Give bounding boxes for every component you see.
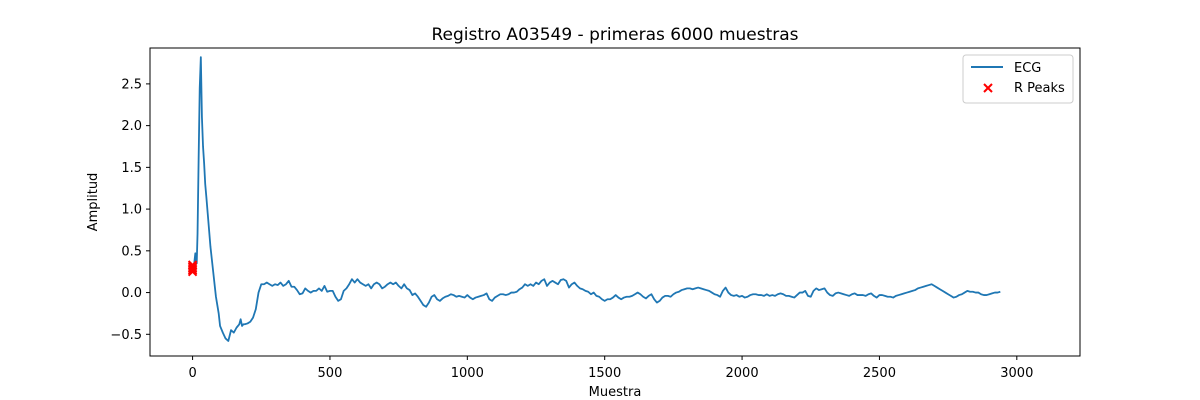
x-axis-label: Muestra [589,385,642,400]
r-peak-marker [187,261,198,272]
r-peak-marker [187,260,198,270]
legend: ECG R Peaks [962,54,1074,104]
y-axis-ticks: −0.5 0.0 0.5 1.0 1.5 2.0 2.5 [110,77,150,343]
x-tick-label: 0 [188,366,196,381]
legend-r-peak-x [983,83,993,93]
y-tick-label: −0.5 [110,328,142,343]
x-tick-label: 3000 [1000,366,1033,381]
ecg-series-line [191,56,1001,342]
y-tick-label: 1.0 [121,203,142,218]
chart-title: Registro A03549 - primeras 6000 muestras [431,25,798,45]
y-tick-label: 0.0 [121,286,142,301]
x-tick-label: 2000 [726,366,759,381]
legend-r-peaks-label: R Peaks [1014,81,1065,96]
y-tick-label: 2.5 [121,77,142,92]
y-axis-label: Amplitud [86,173,101,232]
r-peaks-markers [187,260,198,277]
legend-r-peaks-swatch [983,83,993,93]
plot-frame [149,47,1081,357]
legend-ecg-label: ECG [1014,61,1041,76]
x-axis-ticks: 0 500 1000 1500 2000 2500 3000 [188,356,1033,381]
x-tick-label: 1000 [451,366,484,381]
x-tick-label: 500 [318,366,343,381]
y-tick-label: 0.5 [121,244,142,259]
y-tick-label: 2.0 [121,119,142,134]
r-peak-marker [187,263,198,274]
x-tick-label: 2500 [863,366,896,381]
y-tick-label: 1.5 [121,161,142,176]
x-tick-label: 1500 [588,366,621,381]
